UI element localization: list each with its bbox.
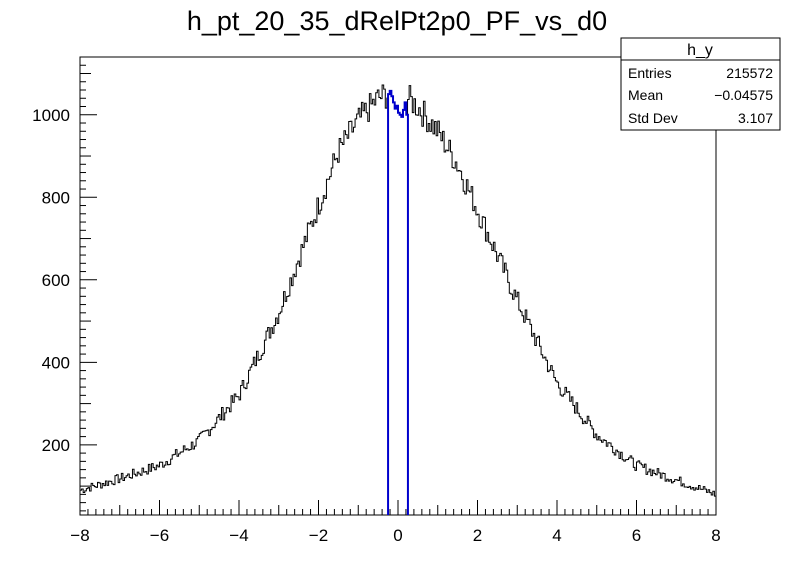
y-axis: 200 400 600 800 1000	[32, 56, 97, 512]
stats-box-name: h_y	[687, 42, 713, 59]
x-tick-label: 8	[711, 526, 720, 545]
y-tick-label: 800	[42, 188, 70, 207]
y-tick-label: 600	[42, 271, 70, 290]
chart-title: h_pt_20_35_dRelPt2p0_PF_vs_d0	[187, 6, 607, 36]
stats-stddev-label: Std Dev	[628, 110, 678, 126]
x-tick-label: 2	[473, 526, 482, 545]
stats-box-frame	[620, 37, 781, 131]
histogram-bins	[79, 84, 716, 515]
stats-mean-value: −0.04575	[714, 87, 773, 103]
y-tick-label: 200	[42, 436, 70, 455]
stats-mean-label: Mean	[628, 87, 663, 103]
x-tick-label: −2	[309, 526, 328, 545]
x-tick-label: −8	[70, 526, 89, 545]
x-tick-label: 0	[393, 526, 402, 545]
black-histogram-series	[79, 84, 716, 515]
stats-entries-label: Entries	[628, 65, 672, 81]
blue-histogram-series	[387, 89, 409, 515]
x-tick-label: 6	[632, 526, 641, 545]
stats-stddev-value: 3.107	[738, 110, 773, 126]
x-tick-label: 4	[552, 526, 561, 545]
x-tick-label: −6	[150, 526, 169, 545]
x-tick-label: −4	[229, 526, 248, 545]
y-tick-label: 1000	[32, 106, 70, 125]
y-tick-label: 400	[42, 353, 70, 372]
stats-entries-value: 215572	[726, 65, 773, 81]
stats-box: h_y Entries 215572 Mean −0.04575 Std Dev…	[620, 37, 781, 131]
x-axis: −8 −6 −4 −2 0 2 4 6 8	[70, 500, 721, 545]
